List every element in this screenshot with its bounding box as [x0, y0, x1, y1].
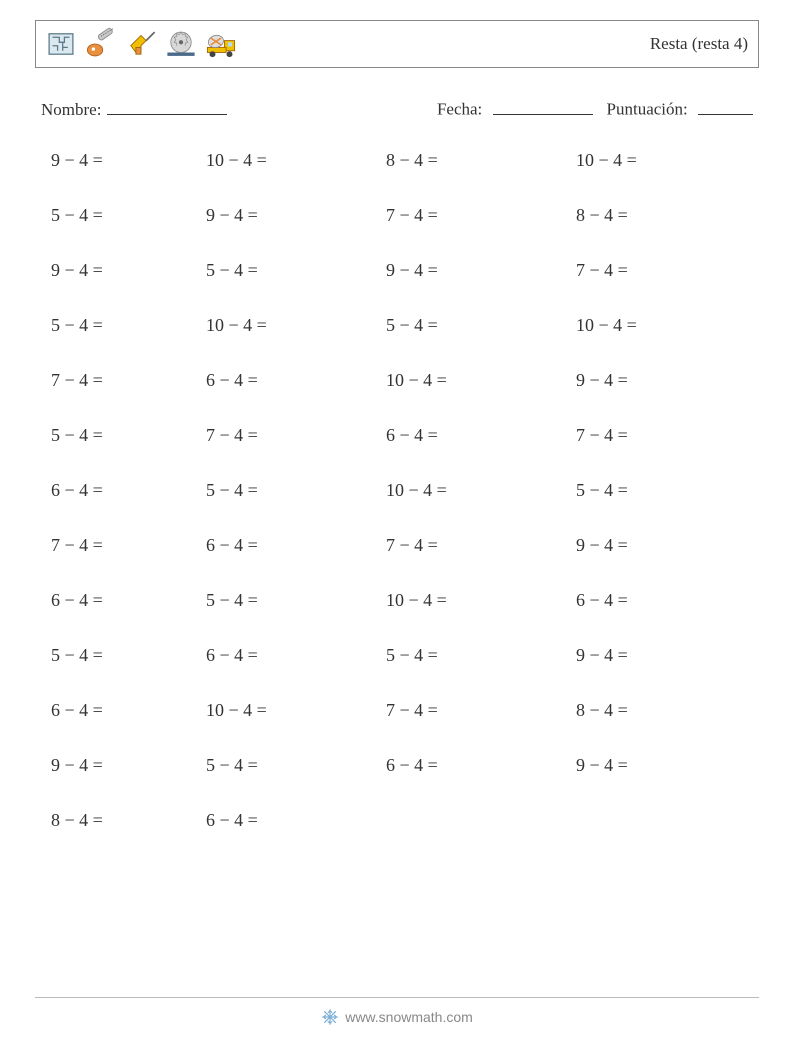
- info-row: Nombre: Fecha: Puntuación:: [35, 96, 759, 120]
- problem-cell: 7 − 4 =: [576, 425, 747, 446]
- problem-cell: 9 − 4 =: [51, 755, 206, 776]
- problem-cell: 10 − 4 =: [386, 480, 576, 501]
- cement-truck-icon: [202, 25, 240, 63]
- problem-cell: 5 − 4 =: [51, 315, 206, 336]
- problem-cell: 7 − 4 =: [51, 370, 206, 391]
- name-field: Nombre:: [41, 96, 227, 120]
- problem-cell: 9 − 4 =: [51, 260, 206, 281]
- footer-url: www.snowmath.com: [345, 1009, 473, 1025]
- problem-cell: 9 − 4 =: [51, 150, 206, 171]
- problem-cell: 5 − 4 =: [51, 205, 206, 226]
- problem-cell: 9 − 4 =: [576, 645, 747, 666]
- maze-icon: [42, 25, 80, 63]
- score-label: Puntuación:: [607, 100, 688, 119]
- header-icons: [42, 25, 240, 63]
- footer-divider: [35, 997, 759, 998]
- problems-grid: 9 − 4 =10 − 4 =8 − 4 =10 − 4 =5 − 4 =9 −…: [35, 150, 759, 831]
- problem-cell: 9 − 4 =: [576, 755, 747, 776]
- date-blank[interactable]: [493, 96, 593, 115]
- problem-cell: 9 − 4 =: [386, 260, 576, 281]
- drill-icon: [122, 25, 160, 63]
- problem-cell: [576, 810, 747, 831]
- problem-cell: 6 − 4 =: [206, 535, 386, 556]
- problem-cell: 7 − 4 =: [51, 535, 206, 556]
- problem-cell: 9 − 4 =: [576, 370, 747, 391]
- problem-cell: 7 − 4 =: [576, 260, 747, 281]
- footer: www.snowmath.com: [0, 997, 794, 1031]
- problem-cell: 6 − 4 =: [51, 480, 206, 501]
- problem-cell: 5 − 4 =: [51, 645, 206, 666]
- problem-cell: 5 − 4 =: [206, 755, 386, 776]
- score-blank[interactable]: [698, 96, 753, 115]
- problem-cell: 6 − 4 =: [576, 590, 747, 611]
- header-box: Resta (resta 4): [35, 20, 759, 68]
- problem-cell: 5 − 4 =: [206, 480, 386, 501]
- problem-cell: 10 − 4 =: [206, 315, 386, 336]
- problem-cell: 10 − 4 =: [576, 150, 747, 171]
- problem-cell: 6 − 4 =: [51, 700, 206, 721]
- problem-cell: 8 − 4 =: [576, 205, 747, 226]
- problem-cell: 6 − 4 =: [386, 425, 576, 446]
- problem-cell: 5 − 4 =: [51, 425, 206, 446]
- problem-cell: 8 − 4 =: [576, 700, 747, 721]
- problem-cell: 9 − 4 =: [576, 535, 747, 556]
- sawblade-icon: [162, 25, 200, 63]
- problem-cell: 7 − 4 =: [386, 700, 576, 721]
- chainsaw-icon: [82, 25, 120, 63]
- problem-cell: 7 − 4 =: [386, 205, 576, 226]
- problem-cell: 5 − 4 =: [386, 645, 576, 666]
- worksheet-page: Resta (resta 4) Nombre: Fecha: Puntuació…: [0, 0, 794, 1053]
- snowflake-icon: [321, 1008, 339, 1026]
- problem-cell: 6 − 4 =: [386, 755, 576, 776]
- name-blank[interactable]: [107, 96, 227, 115]
- score-field: Puntuación:: [607, 96, 753, 120]
- date-label: Fecha:: [437, 100, 482, 119]
- problem-cell: 6 − 4 =: [206, 645, 386, 666]
- problem-cell: 9 − 4 =: [206, 205, 386, 226]
- problem-cell: 6 − 4 =: [51, 590, 206, 611]
- problem-cell: 8 − 4 =: [386, 150, 576, 171]
- name-label: Nombre:: [41, 100, 101, 120]
- problem-cell: 6 − 4 =: [206, 370, 386, 391]
- problem-cell: 5 − 4 =: [206, 260, 386, 281]
- problem-cell: 7 − 4 =: [206, 425, 386, 446]
- worksheet-title: Resta (resta 4): [650, 34, 748, 54]
- problem-cell: 10 − 4 =: [386, 590, 576, 611]
- problem-cell: 5 − 4 =: [386, 315, 576, 336]
- problem-cell: 5 − 4 =: [576, 480, 747, 501]
- problem-cell: 10 − 4 =: [206, 700, 386, 721]
- problem-cell: 6 − 4 =: [206, 810, 386, 831]
- problem-cell: 10 − 4 =: [386, 370, 576, 391]
- problem-cell: 5 − 4 =: [206, 590, 386, 611]
- problem-cell: 10 − 4 =: [206, 150, 386, 171]
- problem-cell: 7 − 4 =: [386, 535, 576, 556]
- problem-cell: 10 − 4 =: [576, 315, 747, 336]
- problem-cell: 8 − 4 =: [51, 810, 206, 831]
- footer-text: www.snowmath.com: [321, 1008, 473, 1026]
- problem-cell: [386, 810, 576, 831]
- date-field: Fecha:: [437, 96, 593, 120]
